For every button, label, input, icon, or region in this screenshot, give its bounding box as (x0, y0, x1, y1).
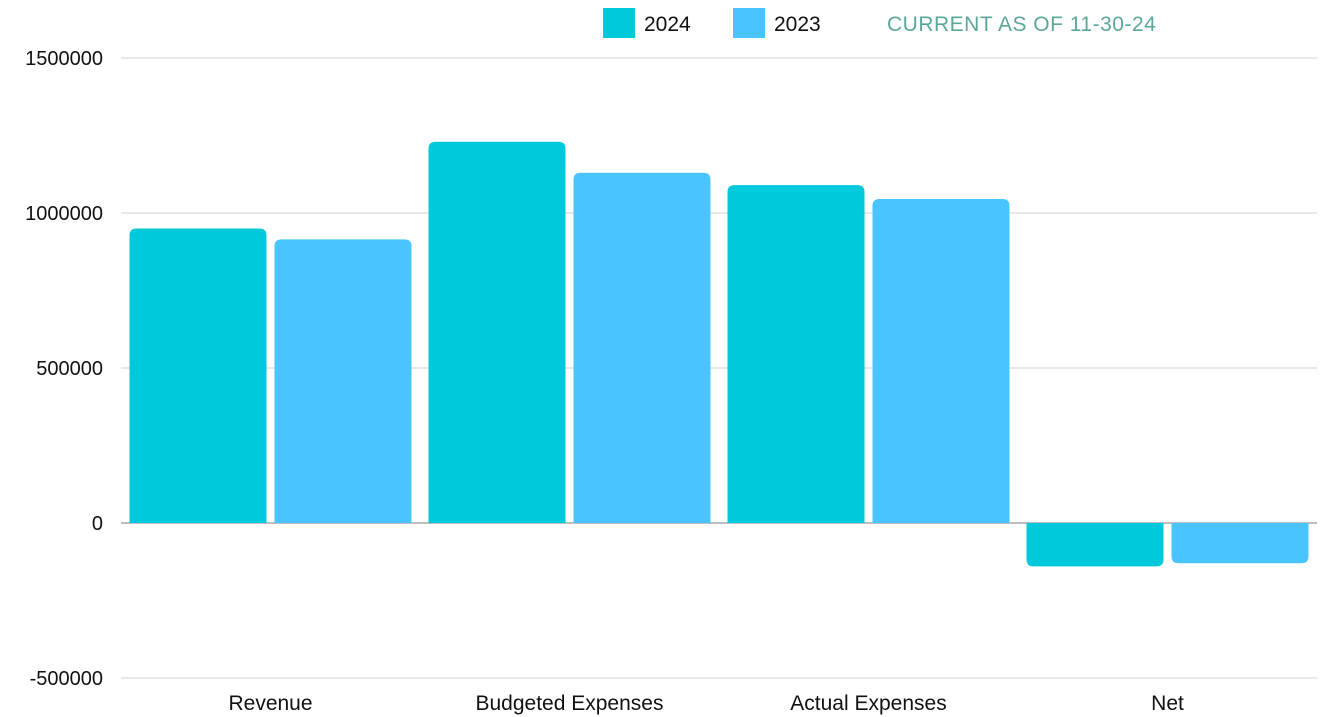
y-axis-ticks: 1500000 1000000 500000 0 -500000 (25, 48, 103, 690)
bars (129, 141, 1309, 567)
y-tick-label: 1000000 (25, 203, 103, 225)
legend-swatch (603, 8, 635, 38)
legend: 2024 2023 (603, 8, 821, 38)
legend-label: 2023 (774, 13, 821, 36)
bar-2023-budgeted-expenses (573, 172, 711, 523)
x-category-label: Revenue (228, 692, 312, 715)
y-tick-label: 1500000 (25, 48, 103, 70)
legend-swatch (733, 8, 765, 38)
bar-2024-net (1026, 523, 1164, 567)
x-category-label: Actual Expenses (790, 692, 946, 715)
bar-2023-actual-expenses (872, 199, 1010, 524)
bar-2023-revenue (274, 239, 412, 523)
bar-2024-actual-expenses (727, 185, 865, 523)
y-tick-label: 500000 (36, 358, 103, 380)
x-category-label: Net (1151, 692, 1184, 715)
y-tick-label: 0 (92, 513, 103, 535)
y-tick-label: -500000 (30, 668, 103, 690)
x-category-label: Budgeted Expenses (476, 692, 664, 715)
bar-2023-net (1171, 523, 1309, 564)
legend-label: 2024 (644, 13, 691, 36)
as-of-note: CURRENT AS OF 11-30-24 (887, 13, 1156, 36)
bar-2024-revenue (129, 228, 267, 523)
x-axis-categories: Revenue Budgeted Expenses Actual Expenses N… (228, 692, 1184, 715)
bar-2024-budgeted-expenses (428, 141, 566, 523)
